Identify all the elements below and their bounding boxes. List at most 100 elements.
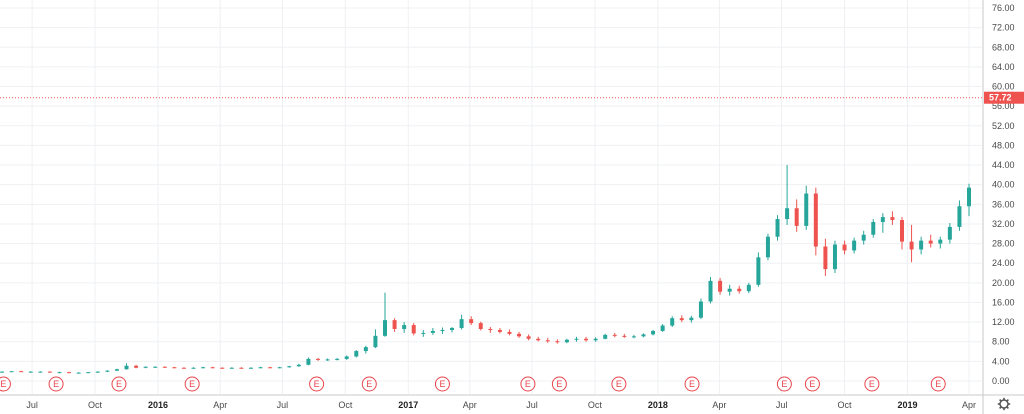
candles[interactable] bbox=[0, 165, 972, 374]
candle-up[interactable] bbox=[114, 368, 119, 372]
earnings-event-marker[interactable]: E bbox=[776, 376, 792, 392]
candle-down[interactable] bbox=[555, 339, 560, 344]
candle-up[interactable] bbox=[871, 219, 876, 238]
candle-up[interactable] bbox=[354, 350, 359, 358]
candle-down[interactable] bbox=[899, 217, 904, 250]
candle-up[interactable] bbox=[344, 355, 349, 360]
candle-down[interactable] bbox=[526, 334, 531, 341]
candle-up[interactable] bbox=[698, 298, 703, 320]
candle-down[interactable] bbox=[469, 316, 474, 326]
candle-up[interactable] bbox=[631, 334, 636, 339]
earnings-event-marker[interactable]: E bbox=[864, 376, 880, 392]
candle-down[interactable] bbox=[928, 234, 933, 248]
candle-down[interactable] bbox=[134, 364, 139, 369]
earnings-event-marker[interactable]: E bbox=[0, 376, 11, 392]
candle-down[interactable] bbox=[181, 367, 186, 369]
candle-up[interactable] bbox=[335, 357, 340, 361]
candle-up[interactable] bbox=[9, 371, 14, 373]
candle-up[interactable] bbox=[421, 329, 426, 337]
candle-down[interactable] bbox=[220, 367, 225, 369]
candle-down[interactable] bbox=[478, 321, 483, 331]
candle-up[interactable] bbox=[105, 370, 110, 373]
candle-down[interactable] bbox=[794, 199, 799, 232]
candle-down[interactable] bbox=[842, 240, 847, 255]
candle-up[interactable] bbox=[86, 372, 91, 374]
candle-up[interactable] bbox=[832, 240, 837, 274]
earnings-event-marker[interactable]: E bbox=[309, 376, 325, 392]
candle-up[interactable] bbox=[957, 200, 962, 231]
candle-up[interactable] bbox=[191, 367, 196, 369]
candle-up[interactable] bbox=[593, 337, 598, 342]
candle-up[interactable] bbox=[383, 292, 388, 337]
candle-down[interactable] bbox=[612, 332, 617, 338]
candle-up[interactable] bbox=[804, 185, 809, 230]
candle-up[interactable] bbox=[76, 372, 81, 374]
candle-up[interactable] bbox=[57, 371, 62, 374]
candle-down[interactable] bbox=[268, 366, 273, 369]
candle-up[interactable] bbox=[430, 327, 435, 335]
candle-up[interactable] bbox=[248, 367, 253, 369]
candle-up[interactable] bbox=[459, 314, 464, 330]
candle-down[interactable] bbox=[909, 224, 914, 263]
candle-up[interactable] bbox=[0, 371, 5, 373]
candle-down[interactable] bbox=[507, 329, 512, 336]
candle-up[interactable] bbox=[746, 282, 751, 294]
earnings-event-marker[interactable]: E bbox=[520, 376, 536, 392]
candle-up[interactable] bbox=[689, 315, 694, 323]
candle-up[interactable] bbox=[124, 363, 129, 370]
candle-down[interactable] bbox=[545, 337, 550, 343]
candle-up[interactable] bbox=[967, 183, 972, 217]
candle-down[interactable] bbox=[162, 366, 167, 368]
earnings-event-marker[interactable]: E bbox=[184, 376, 200, 392]
candle-down[interactable] bbox=[315, 357, 320, 361]
candle-up[interactable] bbox=[574, 336, 579, 342]
candle-up[interactable] bbox=[440, 327, 445, 334]
candle-up[interactable] bbox=[756, 252, 761, 287]
chart-settings-button[interactable] bbox=[997, 397, 1011, 411]
candle-up[interactable] bbox=[296, 363, 301, 367]
candle-down[interactable] bbox=[890, 211, 895, 225]
candle-up[interactable] bbox=[603, 333, 608, 340]
candle-down[interactable] bbox=[823, 238, 828, 276]
candle-up[interactable] bbox=[938, 236, 943, 249]
earnings-event-marker[interactable]: E bbox=[930, 376, 946, 392]
candle-up[interactable] bbox=[201, 366, 206, 369]
candle-up[interactable] bbox=[402, 322, 407, 333]
candle-up[interactable] bbox=[651, 329, 656, 336]
candle-down[interactable] bbox=[210, 366, 215, 369]
candle-down[interactable] bbox=[47, 371, 52, 373]
candle-up[interactable] bbox=[861, 230, 866, 245]
candle-up[interactable] bbox=[660, 324, 665, 332]
candle-up[interactable] bbox=[258, 366, 263, 369]
earnings-event-marker[interactable]: E bbox=[361, 376, 377, 392]
candle-down[interactable] bbox=[392, 318, 397, 332]
candle-down[interactable] bbox=[172, 366, 177, 369]
candle-up[interactable] bbox=[708, 276, 713, 304]
candle-up[interactable] bbox=[277, 366, 282, 369]
candle-down[interactable] bbox=[497, 327, 502, 334]
candle-down[interactable] bbox=[67, 371, 72, 374]
x-axis[interactable]: Jul Oct 2016 Apr Jul Oct 2017 Apr Jul Oct 2018 Apr J… bbox=[0, 394, 1024, 410]
candle-up[interactable] bbox=[363, 345, 368, 354]
candle-up[interactable] bbox=[306, 357, 311, 366]
candle-up[interactable] bbox=[775, 215, 780, 241]
candle-up[interactable] bbox=[287, 365, 292, 368]
candle-up[interactable] bbox=[28, 371, 33, 373]
candle-up[interactable] bbox=[325, 358, 330, 361]
candle-down[interactable] bbox=[584, 336, 589, 342]
candle-up[interactable] bbox=[852, 237, 857, 254]
candle-down[interactable] bbox=[19, 370, 24, 373]
candle-down[interactable] bbox=[517, 331, 522, 338]
candle-down[interactable] bbox=[718, 277, 723, 295]
candle-up[interactable] bbox=[727, 284, 732, 296]
candle-up[interactable] bbox=[670, 316, 675, 328]
candle-up[interactable] bbox=[373, 329, 378, 349]
y-axis[interactable]: 0.00 4.00 8.00 12.00 16.00 20.00 24.00 28.00 32.… bbox=[982, 0, 1024, 414]
candle-up[interactable] bbox=[765, 233, 770, 261]
earnings-event-marker[interactable]: E bbox=[804, 376, 820, 392]
earnings-event-marker[interactable]: E bbox=[48, 376, 64, 392]
candle-down[interactable] bbox=[536, 336, 541, 342]
candle-up[interactable] bbox=[880, 213, 885, 233]
candle-up[interactable] bbox=[641, 333, 646, 338]
